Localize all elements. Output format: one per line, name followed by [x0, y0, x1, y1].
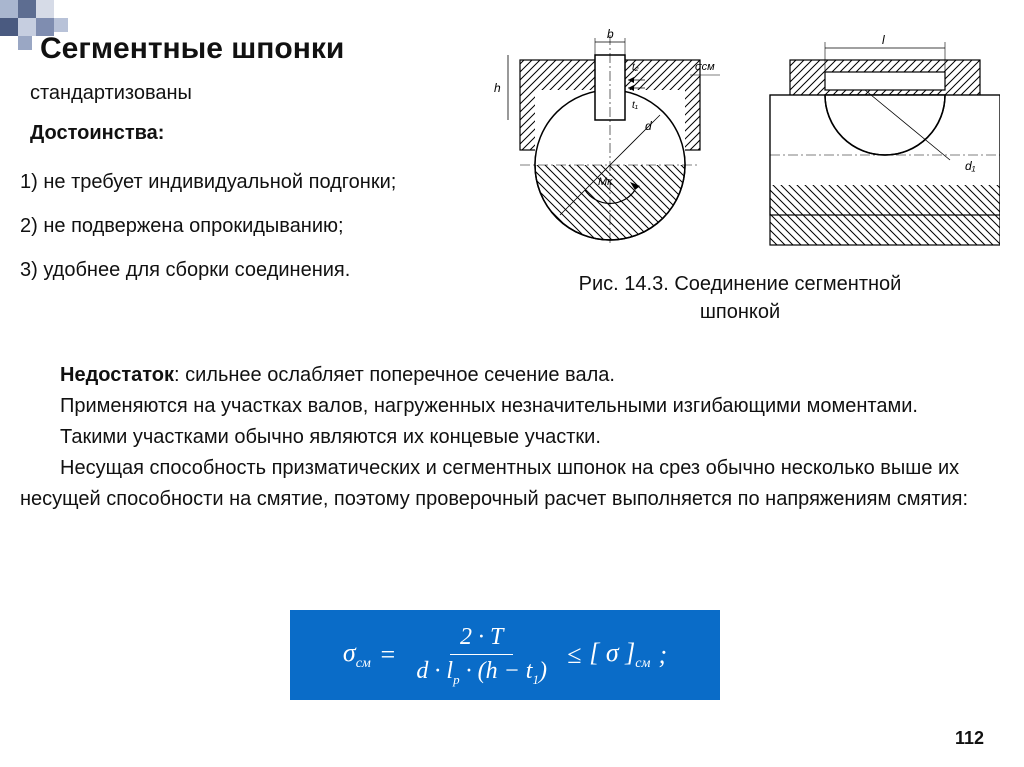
formula-box: σсм = 2 · T d · lр · (h − t1) ≤ [ σ ]см … [290, 610, 720, 700]
svg-text:t₁: t₁ [632, 100, 638, 111]
list-item: 2) не подвержена опрокидыванию; [20, 204, 396, 248]
paragraph: Несущая способность призматических и сег… [20, 453, 1000, 515]
paragraph: Применяются на участках валов, нагруженн… [20, 391, 1000, 422]
page-title: Сегментные шпонки [40, 32, 344, 66]
list-item: 3) удобнее для сборки соединения. [20, 248, 396, 292]
svg-text:h: h [494, 81, 501, 95]
svg-text:l: l [882, 33, 885, 47]
svg-text:σсм: σсм [695, 61, 715, 73]
svg-text:d₁: d₁ [965, 159, 976, 173]
advantages-list: 1) не требует индивидуальной подгонки; 2… [20, 160, 396, 292]
subtitle: стандартизованы [30, 82, 192, 105]
svg-text:Mк: Mк [598, 176, 613, 188]
figure-caption: Рис. 14.3. Соединение сегментной шпонкой [500, 270, 980, 326]
list-item: 1) не требует индивидуальной подгонки; [20, 160, 396, 204]
technical-diagram: b h t₂ t₁ d Mк σсм [460, 20, 1000, 265]
formula: σсм = 2 · T d · lр · (h − t1) ≤ [ σ ]см … [343, 623, 667, 687]
page-number: 112 [955, 728, 984, 749]
advantages-heading: Достоинства: [30, 122, 164, 145]
svg-text:b: b [607, 27, 614, 41]
paragraph: Такими участками обычно являются их конц… [20, 422, 1000, 453]
body-text: Недостаток: сильнее ослабляет поперечное… [20, 360, 1000, 515]
svg-text:t₂: t₂ [632, 62, 639, 73]
disadvantage-label: Недостаток [60, 364, 174, 386]
svg-text:d: d [645, 119, 652, 133]
